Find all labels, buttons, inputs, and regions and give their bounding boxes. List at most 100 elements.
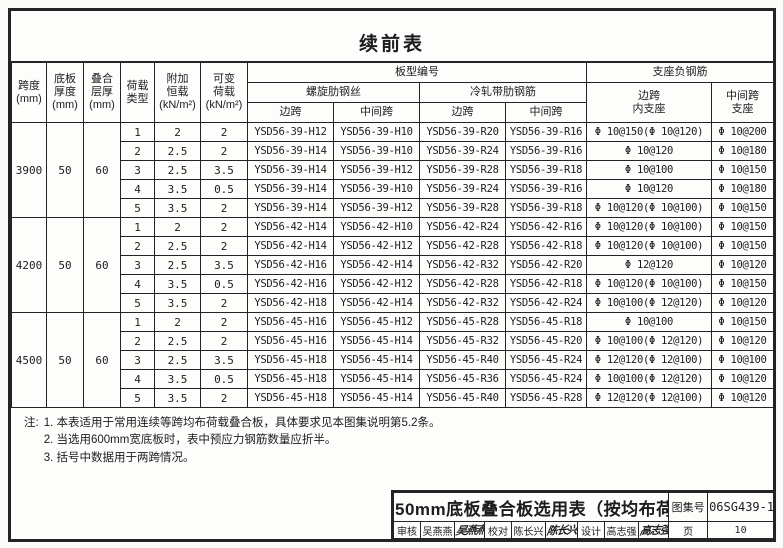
live-load-cell: 2 — [200, 217, 248, 237]
dead-load-cell: 2 — [154, 122, 201, 142]
load-type-cell: 1 — [120, 312, 155, 332]
designer-name: 高志强 — [604, 521, 639, 539]
col-header-layer-thickness: 叠合 层厚 (mm) — [83, 62, 121, 123]
cold-mid-cell: YSD56-45-R20 — [505, 331, 587, 351]
load-type-cell: 2 — [120, 236, 155, 256]
notes: 注: 1. 本表适用于常用连续等跨均布荷载叠合板，具体要求见本图集说明第5.2条… — [11, 408, 773, 467]
dead-load-cell: 2 — [154, 312, 201, 332]
layer-thickness-value: 60 — [83, 122, 121, 218]
support-edge-cell: Φ 10@100(Φ 12@120) — [586, 293, 712, 313]
dead-load-cell: 3.5 — [154, 274, 201, 294]
page-title: 续前表 — [11, 11, 773, 62]
cold-mid-cell: YSD56-42-R24 — [505, 293, 587, 313]
live-load-cell: 3.5 — [200, 350, 248, 370]
cold-edge-cell: YSD56-45-R28 — [419, 312, 506, 332]
table-row: 5 3.5 2 YSD56-42-H18 YSD56-42-H14 YSD56-… — [12, 293, 774, 313]
cold-edge-cell: YSD56-42-R24 — [419, 217, 506, 237]
cold-edge-cell: YSD56-39-R20 — [419, 122, 506, 142]
cold-edge-cell: YSD56-45-R36 — [419, 369, 506, 389]
table-row: 4 3.5 0.5 YSD56-42-H16 YSD56-42-H12 YSD5… — [12, 274, 774, 294]
cold-mid-cell: YSD56-39-R18 — [505, 198, 587, 218]
support-edge-cell: Φ 10@120(Φ 10@100) — [586, 274, 712, 294]
dead-load-cell: 2.5 — [154, 160, 201, 180]
col-header-load-type: 荷载 类型 — [120, 62, 155, 123]
col-header-spiral-rib-wire: 螺旋肋钢丝 — [247, 82, 420, 103]
spiral-mid-cell: YSD56-39-H12 — [333, 160, 420, 180]
spiral-edge-cell: YSD56-39-H14 — [247, 141, 334, 161]
spiral-mid-cell: YSD56-45-H14 — [333, 369, 420, 389]
spiral-edge-cell: YSD56-45-H18 — [247, 388, 334, 408]
dead-load-cell: 3.5 — [154, 198, 201, 218]
table-row: 3 2.5 3.5 YSD56-42-H16 YSD56-42-H14 YSD5… — [12, 255, 774, 275]
col-header-edge-span-cold: 边跨 — [419, 102, 506, 123]
spiral-edge-cell: YSD56-42-H16 — [247, 274, 334, 294]
support-mid-cell: Φ 10@100 — [711, 350, 774, 370]
col-header-mid-support: 中间跨 支座 — [711, 82, 774, 123]
support-mid-cell: Φ 10@150 — [711, 274, 774, 294]
table-row: 3 2.5 3.5 YSD56-45-H18 YSD56-45-H14 YSD5… — [12, 350, 774, 370]
spiral-mid-cell: YSD56-42-H14 — [333, 255, 420, 275]
col-header-live-load: 可变 荷载 (kN/m²) — [200, 62, 248, 123]
live-load-cell: 0.5 — [200, 369, 248, 389]
load-type-cell: 4 — [120, 274, 155, 294]
live-load-cell: 3.5 — [200, 160, 248, 180]
note-item-2: 2. 当选用600mm宽底板时，表中预应力钢筋数量应折半。 — [43, 434, 337, 447]
col-header-plate-number: 板型编号 — [247, 62, 587, 83]
spiral-mid-cell: YSD56-45-H14 — [333, 331, 420, 351]
spiral-mid-cell: YSD56-45-H12 — [333, 312, 420, 332]
load-type-cell: 2 — [120, 331, 155, 351]
cold-mid-cell: YSD56-42-R18 — [505, 236, 587, 256]
load-type-cell: 4 — [120, 179, 155, 199]
support-mid-cell: Φ 10@120 — [711, 293, 774, 313]
spiral-edge-cell: YSD56-42-H14 — [247, 217, 334, 237]
cold-mid-cell: YSD56-39-R16 — [505, 141, 587, 161]
spiral-edge-cell: YSD56-39-H14 — [247, 179, 334, 199]
dead-load-cell: 2.5 — [154, 331, 201, 351]
support-mid-cell: Φ 10@120 — [711, 388, 774, 408]
spiral-edge-cell: YSD56-45-H16 — [247, 312, 334, 332]
cold-edge-cell: YSD56-42-R32 — [419, 255, 506, 275]
col-header-support-rebar: 支座负钢筋 — [586, 62, 774, 83]
support-mid-cell: Φ 10@150 — [711, 236, 774, 256]
support-edge-cell: Φ 10@100(Φ 12@120) — [586, 331, 712, 351]
title-block: 50mm底板叠合板选用表（按均布荷载选用） 图集号 06SG439-1 审核 吴… — [391, 490, 775, 539]
live-load-cell: 2 — [200, 388, 248, 408]
spiral-edge-cell: YSD56-39-H14 — [247, 198, 334, 218]
support-mid-cell: Φ 10@120 — [711, 255, 774, 275]
atlas-number: 06SG439-1 — [707, 492, 775, 522]
table-row: 2 2.5 2 YSD56-39-H14 YSD56-39-H10 YSD56-… — [12, 141, 774, 161]
spiral-edge-cell: YSD56-39-H12 — [247, 122, 334, 142]
dead-load-cell: 2.5 — [154, 350, 201, 370]
spiral-edge-cell: YSD56-42-H18 — [247, 293, 334, 313]
spiral-mid-cell: YSD56-39-H10 — [333, 122, 420, 142]
cold-mid-cell: YSD56-45-R18 — [505, 312, 587, 332]
cold-edge-cell: YSD56-39-R28 — [419, 160, 506, 180]
col-header-edge-inner-support: 边跨 内支座 — [586, 82, 712, 123]
support-edge-cell: Φ 12@120 — [586, 255, 712, 275]
cold-mid-cell: YSD56-39-R18 — [505, 160, 587, 180]
page-number: 10 — [707, 521, 775, 539]
live-load-cell: 3.5 — [200, 255, 248, 275]
col-header-span: 跨度 (mm) — [11, 62, 47, 123]
support-mid-cell: Φ 10@150 — [711, 160, 774, 180]
table-row: 4 3.5 0.5 YSD56-39-H14 YSD56-39-H10 YSD5… — [12, 179, 774, 199]
cold-edge-cell: YSD56-39-R24 — [419, 141, 506, 161]
cold-edge-cell: YSD56-45-R40 — [419, 388, 506, 408]
live-load-cell: 2 — [200, 236, 248, 256]
support-mid-cell: Φ 10@180 — [711, 141, 774, 161]
table-row: 4 3.5 0.5 YSD56-45-H18 YSD56-45-H14 YSD5… — [12, 369, 774, 389]
base-thickness-value: 50 — [46, 122, 84, 218]
layer-thickness-value: 60 — [83, 217, 121, 313]
base-thickness-value: 50 — [46, 312, 84, 408]
support-mid-cell: Φ 10@120 — [711, 369, 774, 389]
cold-mid-cell: YSD56-39-R16 — [505, 179, 587, 199]
table-row: 2 2.5 2 YSD56-42-H14 YSD56-42-H12 YSD56-… — [12, 236, 774, 256]
col-header-mid-span-cold: 中间跨 — [505, 102, 587, 123]
support-mid-cell: Φ 10@150 — [711, 312, 774, 332]
support-edge-cell: Φ 10@120(Φ 10@100) — [586, 236, 712, 256]
note-item-1: 1. 本表适用于常用连续等跨均布荷载叠合板，具体要求见本图集说明第5.2条。 — [43, 417, 441, 429]
load-type-cell: 1 — [120, 122, 155, 142]
proofreader-signature: 陈长兴 — [545, 521, 578, 539]
sheet-title: 50mm底板叠合板选用表（按均布荷载选用） — [392, 492, 670, 522]
